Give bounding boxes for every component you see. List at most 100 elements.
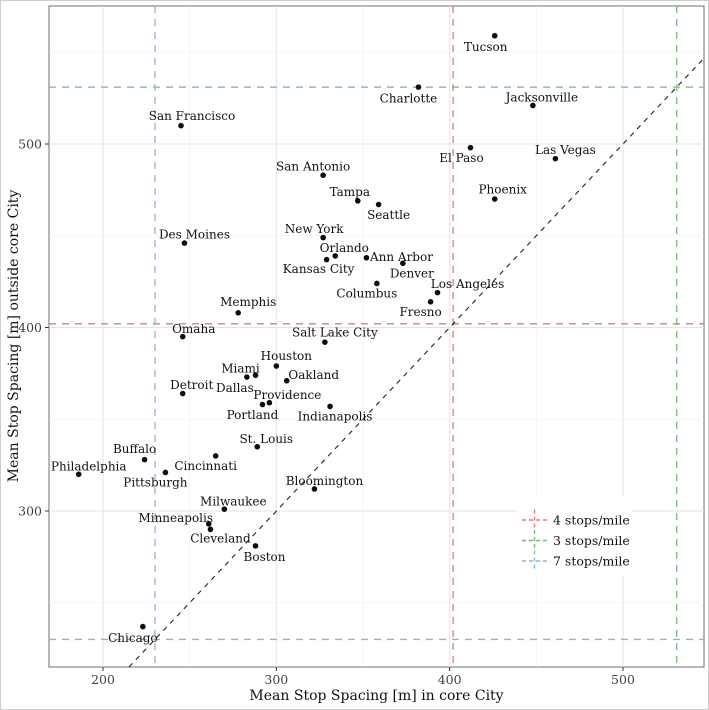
- x-tick-label: 200: [91, 672, 115, 687]
- point-st-louis: [254, 443, 261, 450]
- label-minneapolis: Minneapolis: [138, 511, 213, 525]
- legend: 4 stops/mile 3 stops/mile 7 stops/mile: [517, 497, 631, 575]
- label-providence: Providence: [253, 388, 321, 402]
- label-tampa: Tampa: [330, 185, 370, 199]
- gridlines: [49, 6, 704, 667]
- point-oakland: [283, 377, 290, 384]
- label-bloomington: Bloomington: [286, 474, 364, 488]
- y-axis-title: Mean Stop Spacing [m] outside core City: [6, 190, 22, 483]
- label-las-vegas: Las Vegas: [535, 143, 596, 157]
- label-omaha: Omaha: [172, 322, 215, 336]
- label-cincinnati: Cincinnati: [174, 459, 237, 473]
- label-columbus: Columbus: [336, 287, 397, 301]
- label-houston: Houston: [261, 349, 313, 363]
- point-indianapolis: [327, 403, 333, 410]
- label-los-angeles: Los Angeles: [431, 277, 504, 291]
- point-memphis: [235, 310, 241, 316]
- point-las-vegas: [552, 155, 559, 162]
- point-jacksonville: [530, 102, 536, 109]
- point-des-moines: [181, 240, 188, 246]
- point-kansas-city: [323, 256, 330, 263]
- point-omaha: [179, 333, 186, 340]
- label-charlotte: Charlotte: [380, 91, 438, 105]
- point-fresno: [427, 299, 434, 305]
- point-milwaukee: [221, 506, 228, 512]
- x-tick-label: 400: [438, 672, 462, 687]
- point-cincinnati: [212, 453, 219, 459]
- legend-label-stops-mile: 7 stops/mile: [553, 553, 630, 568]
- point-philadelphia: [75, 471, 82, 478]
- label-des-moines: Des Moines: [159, 227, 230, 241]
- label-el-paso: El Paso: [439, 151, 483, 165]
- point-denver: [400, 260, 406, 267]
- point-miami: [252, 372, 259, 379]
- y-tick-label: 300: [18, 503, 42, 518]
- label-orlando: Orlando: [320, 241, 369, 255]
- point-new-york: [320, 234, 326, 241]
- label-salt-lake-city: Salt Lake City: [292, 325, 378, 339]
- point-chicago: [140, 623, 146, 630]
- point-boston: [252, 543, 259, 549]
- point-salt-lake-city: [322, 339, 328, 345]
- point-pittsburgh: [162, 469, 169, 476]
- axis-ticks: 200 300 400 500 300 400 500: [18, 136, 635, 687]
- label-indianapolis: Indianapolis: [298, 410, 373, 424]
- point-orlando: [332, 253, 339, 259]
- point-phoenix: [491, 196, 498, 202]
- legend-label-stops-mile: 3 stops/mile: [553, 533, 630, 548]
- label-phoenix: Phoenix: [478, 182, 527, 196]
- x-tick-label: 300: [264, 672, 288, 687]
- label-ann-arbor: Ann Arbor: [369, 250, 433, 264]
- point-portland: [259, 401, 266, 408]
- point-tucson: [491, 32, 498, 39]
- label-portland: Portland: [227, 408, 279, 422]
- label-san-francisco: San Francisco: [149, 109, 236, 123]
- label-detroit: Detroit: [170, 378, 213, 392]
- point-buffalo: [141, 456, 148, 463]
- label-boston: Boston: [244, 550, 286, 564]
- label-seattle: Seattle: [367, 208, 410, 222]
- x-axis-title: Mean Stop Spacing [m] in core City: [249, 688, 503, 704]
- point-los-angeles: [434, 289, 441, 296]
- point-charlotte: [415, 84, 422, 90]
- point-tampa: [354, 198, 361, 204]
- y-tick-label: 400: [18, 320, 42, 335]
- label-st-louis: St. Louis: [239, 432, 293, 446]
- label-buffalo: Buffalo: [113, 442, 156, 456]
- label-fresno: Fresno: [399, 305, 441, 319]
- label-milwaukee: Milwaukee: [200, 494, 267, 508]
- label-memphis: Memphis: [220, 295, 276, 309]
- label-oakland: Oakland: [288, 368, 339, 382]
- point-minneapolis: [205, 521, 212, 527]
- point-ann-arbor: [363, 254, 370, 261]
- label-denver: Denver: [390, 266, 434, 280]
- label-cleveland: Cleveland: [190, 532, 251, 546]
- label-chicago: Chicago: [108, 631, 158, 645]
- point-seattle: [375, 201, 382, 208]
- label-miami: Miami: [221, 361, 260, 375]
- label-kansas-city: Kansas City: [283, 262, 355, 276]
- point-cleveland: [207, 526, 214, 533]
- label-tucson: Tucson: [464, 40, 508, 54]
- point-houston: [273, 363, 280, 369]
- point-bloomington: [311, 486, 318, 492]
- reference-lines: [49, 6, 704, 667]
- point-san-antonio: [320, 172, 326, 178]
- point-el-paso: [467, 144, 474, 151]
- label-new-york: New York: [285, 222, 345, 236]
- legend-label-stops-mile: 4 stops/mile: [553, 512, 630, 527]
- label-jacksonville: Jacksonville: [504, 91, 578, 105]
- label-philadelphia: Philadelphia: [51, 460, 127, 474]
- y-tick-label: 500: [18, 136, 42, 151]
- x-tick-label: 500: [611, 672, 635, 687]
- point-columbus: [374, 280, 380, 287]
- label-pittsburgh: Pittsburgh: [123, 476, 188, 490]
- label-san-antonio: San Antonio: [276, 159, 350, 173]
- legend-box: [517, 497, 631, 575]
- point-dallas: [244, 374, 250, 380]
- label-dallas: Dallas: [216, 381, 254, 395]
- point-san-francisco: [178, 122, 184, 129]
- data-points: Tucson Charlotte Jacksonville San Francisco…: [51, 32, 596, 645]
